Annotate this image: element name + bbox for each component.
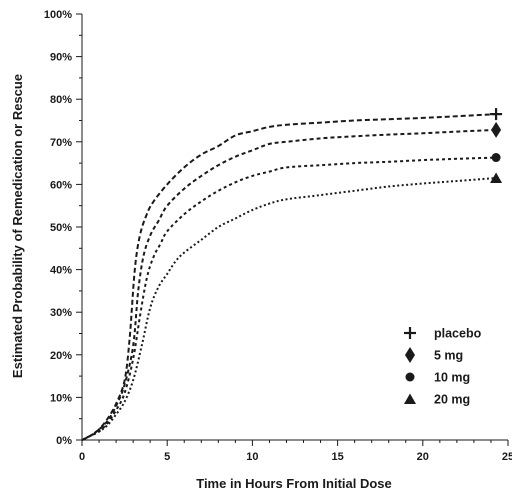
- legend-label: 10 mg: [434, 371, 470, 385]
- x-axis-title: Time in Hours From Initial Dose: [196, 476, 392, 491]
- x-tick-label: 0: [79, 451, 85, 463]
- triangle-marker: [490, 172, 503, 184]
- legend-diamond-icon: [405, 347, 415, 363]
- y-tick-label: 50%: [50, 222, 72, 234]
- legend-label: placebo: [434, 327, 482, 341]
- legend-triangle-icon: [404, 393, 416, 404]
- y-axis-title: Estimated Probability of Remedication or…: [10, 74, 25, 378]
- legend-circle-icon: [405, 372, 415, 382]
- y-tick-label: 40%: [50, 265, 72, 277]
- legend-label: 5 mg: [434, 349, 463, 363]
- y-tick-label: 60%: [50, 179, 72, 191]
- y-tick-label: 20%: [50, 350, 72, 362]
- y-tick-label: 0%: [56, 435, 72, 447]
- y-tick-label: 80%: [50, 94, 72, 106]
- plot-series: [81, 113, 497, 441]
- diamond-marker: [491, 121, 502, 138]
- y-tick-label: 10%: [50, 392, 72, 404]
- y-tick-label: 30%: [50, 307, 72, 319]
- x-tick-label: 25: [502, 451, 512, 463]
- y-tick-label: 100%: [44, 9, 72, 21]
- series-line-circle: [81, 156, 497, 441]
- end-markers: [490, 108, 503, 184]
- x-tick-label: 5: [164, 451, 170, 463]
- axes: 0% 10% 20% 30% 40% 50% 60% 70% 80% 90% 100% 0 5 10 15 2…: [44, 9, 512, 463]
- x-tick-label: 20: [417, 451, 429, 463]
- x-tick-label: 15: [331, 451, 343, 463]
- plus-marker: [490, 108, 503, 121]
- series-line-diamond: [81, 128, 497, 441]
- y-tick-label: 70%: [50, 137, 72, 149]
- legend-label: 20 mg: [434, 393, 470, 407]
- series-line-triangle: [81, 177, 497, 441]
- circle-marker: [491, 153, 501, 163]
- y-tick-label: 90%: [50, 52, 72, 64]
- legend: placebo 5 mg 10 mg 20 mg: [404, 327, 482, 407]
- x-tick-label: 10: [246, 451, 258, 463]
- legend-plus-icon: [404, 327, 416, 339]
